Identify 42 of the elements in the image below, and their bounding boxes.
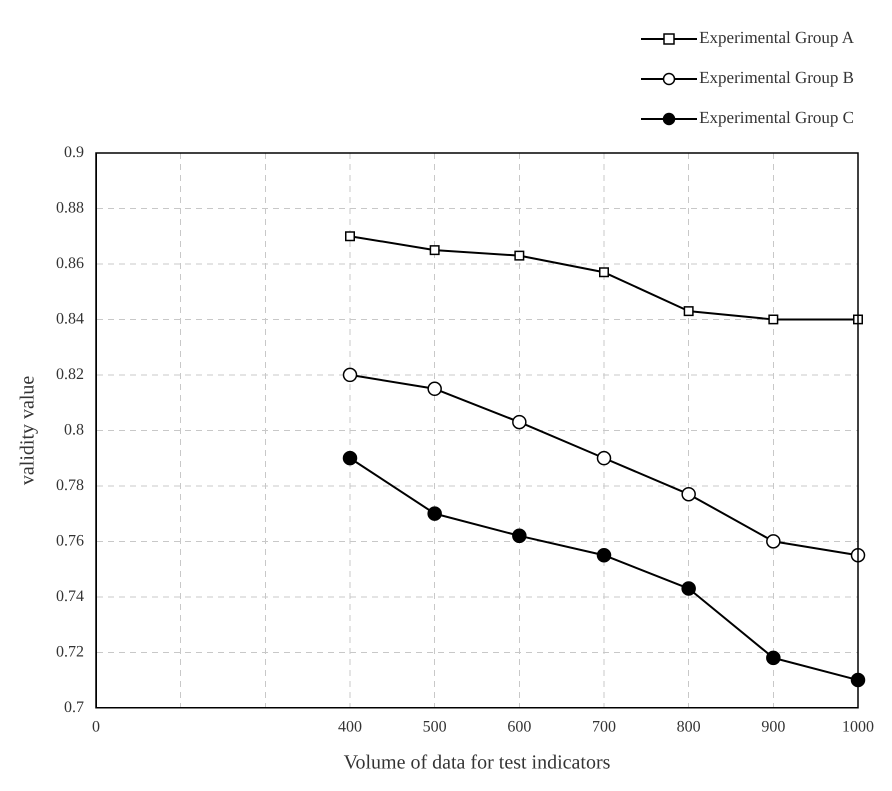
y-tick-label: 0.7	[64, 699, 84, 716]
point	[684, 306, 694, 316]
legend-label: Experimental Group C	[699, 108, 854, 127]
point	[768, 314, 778, 324]
point	[681, 486, 696, 502]
y-axis-title: validity value	[16, 376, 38, 486]
point	[681, 581, 696, 596]
point	[599, 267, 609, 278]
legend-label: Experimental Group A	[699, 28, 854, 47]
y-tick-label: 0.84	[56, 310, 84, 328]
point	[427, 382, 442, 396]
y-tick-label: 0.72	[56, 644, 84, 661]
y-tick-label: 0.76	[56, 532, 84, 550]
x-tick-label: 500	[422, 718, 447, 736]
legend-label: Experimental Group B	[699, 68, 854, 87]
x-tick-label: 900	[761, 718, 786, 736]
y-tick-label: 0.9	[64, 144, 84, 162]
point	[342, 368, 358, 382]
point	[512, 528, 527, 544]
point	[766, 534, 781, 549]
point	[430, 245, 440, 256]
y-tick-label: 0.78	[56, 477, 84, 494]
x-tick-label: 1000	[842, 718, 874, 736]
point	[345, 231, 355, 242]
x-tick-label: 800	[676, 718, 701, 736]
point	[514, 250, 524, 261]
y-tick-label: 0.82	[56, 366, 84, 384]
y-tick-label: 0.74	[56, 588, 84, 606]
x-axis-title: Volume of data for test indicators	[344, 751, 611, 774]
x-tick-label: 0	[92, 718, 100, 736]
y-tick-label: 0.8	[64, 422, 84, 439]
x-tick-label: 400	[338, 718, 362, 736]
point	[427, 506, 442, 521]
point	[766, 650, 781, 666]
y-tick-label: 0.86	[56, 255, 84, 272]
point	[596, 450, 612, 466]
x-tick-label: 600	[507, 718, 532, 736]
point	[342, 450, 358, 466]
y-tick-label: 0.88	[56, 200, 84, 217]
point	[512, 414, 527, 430]
x-tick-label: 700	[592, 718, 616, 736]
point	[596, 548, 612, 562]
